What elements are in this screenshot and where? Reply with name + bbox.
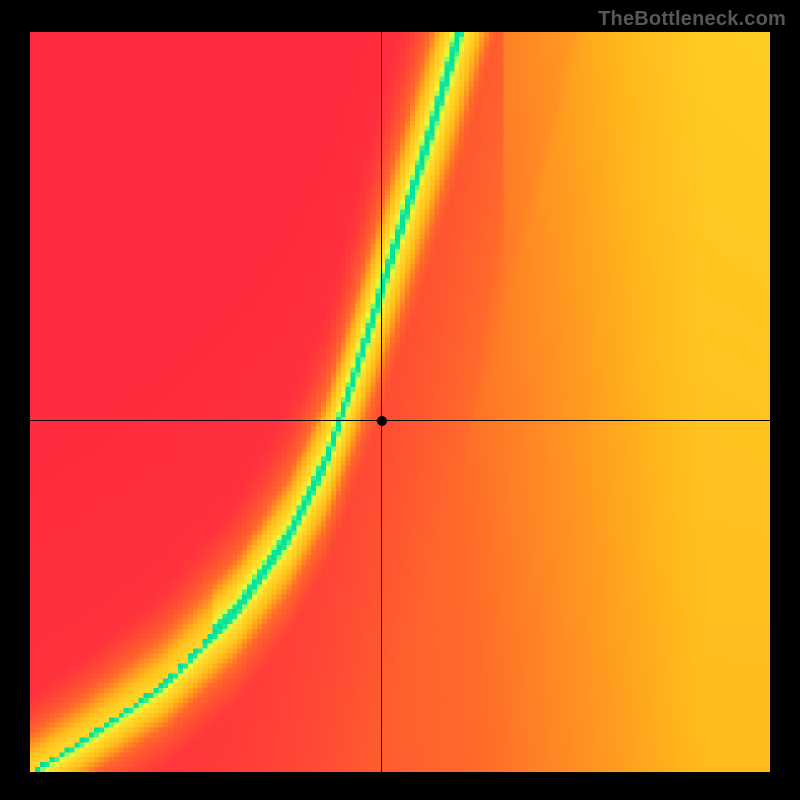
crosshair-horizontal: [30, 420, 770, 421]
heatmap-canvas: [30, 32, 770, 772]
marker-dot: [377, 416, 387, 426]
watermark-text: TheBottleneck.com: [598, 8, 786, 31]
crosshair-vertical: [381, 32, 382, 772]
plot-area: [30, 32, 770, 772]
chart-container: TheBottleneck.com: [0, 0, 800, 800]
